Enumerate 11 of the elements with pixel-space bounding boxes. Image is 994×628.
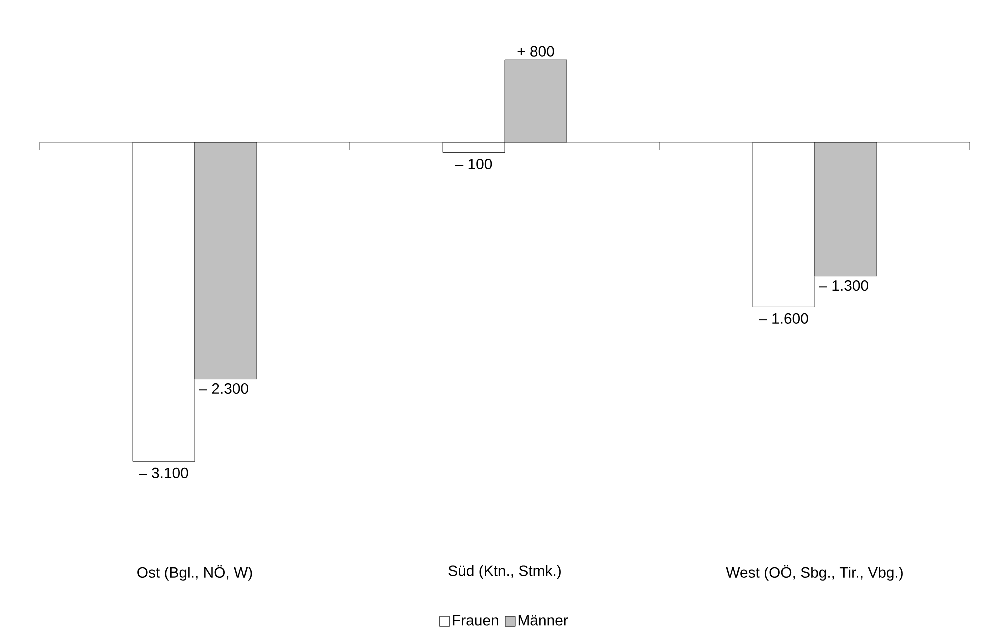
- data-label: – 1.600: [759, 313, 808, 324]
- data-label: + 800: [518, 46, 554, 57]
- legend-label: Frauen: [453, 615, 498, 626]
- data-label: – 100: [455, 158, 492, 170]
- legend-label: Männer: [518, 615, 568, 626]
- data-label: – 2.300: [199, 383, 248, 394]
- x-tick-label: West (OÖ, Sbg., Tir., Vbg.): [726, 565, 903, 581]
- x-tick-label: Ost (Bgl., NÖ, W): [138, 565, 252, 581]
- data-label: – 3.100: [139, 468, 188, 478]
- x-tick-label: Süd (Ktn., Stmk.): [448, 565, 561, 580]
- data-label: – 1.300: [819, 280, 868, 292]
